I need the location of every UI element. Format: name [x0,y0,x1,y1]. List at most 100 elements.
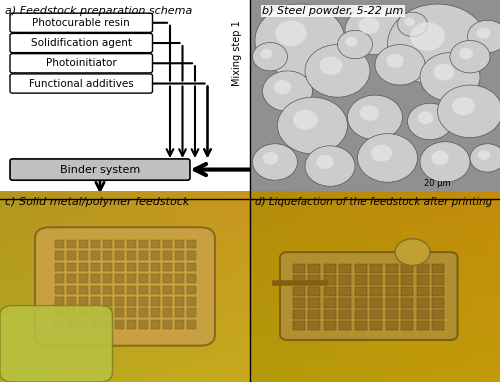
Bar [127,320,136,329]
Bar [401,264,413,273]
FancyBboxPatch shape [35,227,215,346]
Bar [292,287,304,296]
Circle shape [346,37,358,47]
Bar [127,309,136,317]
Bar [115,320,124,329]
Bar [370,287,382,296]
Bar [187,262,196,271]
Bar [55,297,64,306]
Circle shape [371,144,392,162]
Text: Mixing step 1: Mixing step 1 [232,20,242,86]
Bar [386,264,398,273]
Bar [175,262,184,271]
Bar [354,310,366,319]
Bar [139,309,148,317]
Bar [292,321,304,330]
Bar [91,297,100,306]
Bar [324,275,336,285]
Bar [91,262,100,271]
Bar [324,298,336,308]
Bar [127,240,136,248]
Bar [139,251,148,260]
Bar [91,240,100,248]
Bar [103,251,112,260]
Bar [386,298,398,308]
Bar [139,240,148,248]
Bar [151,274,160,283]
FancyBboxPatch shape [10,53,152,73]
Bar [127,262,136,271]
Bar [163,309,172,317]
Bar [163,274,172,283]
Bar [308,310,320,319]
Bar [79,251,88,260]
Circle shape [408,103,453,140]
Bar [401,298,413,308]
Text: d) Liquefaction of the feedstock after printing: d) Liquefaction of the feedstock after p… [255,197,492,207]
Bar [187,286,196,294]
Bar [151,309,160,317]
Circle shape [305,146,355,186]
Circle shape [262,152,278,165]
Circle shape [274,80,291,94]
Bar [416,298,428,308]
Circle shape [293,110,318,130]
Bar [127,297,136,306]
Text: 20 μm: 20 μm [424,179,451,188]
Bar [432,310,444,319]
Bar [416,275,428,285]
Circle shape [431,151,449,165]
Bar [339,287,351,296]
Bar [175,286,184,294]
Bar [115,309,124,317]
Bar [139,286,148,294]
Bar [103,320,112,329]
Circle shape [398,12,428,36]
Bar [386,310,398,319]
Circle shape [375,45,425,85]
Bar [127,274,136,283]
Text: a) Feedstock preparation schema: a) Feedstock preparation schema [5,6,192,16]
Circle shape [348,95,403,140]
Text: b) Steel powder, 5-22 μm: b) Steel powder, 5-22 μm [262,6,404,16]
Bar [115,240,124,248]
Bar [308,287,320,296]
Bar [55,251,64,260]
Bar [401,275,413,285]
Bar [115,274,124,283]
Bar [432,287,444,296]
Circle shape [305,45,370,97]
Bar [103,286,112,294]
Bar [416,310,428,319]
Bar [432,321,444,330]
Bar [67,320,76,329]
Bar [292,310,304,319]
Bar [79,297,88,306]
Bar [127,286,136,294]
Bar [79,274,88,283]
Circle shape [275,21,307,46]
Bar [370,310,382,319]
Bar [187,251,196,260]
Circle shape [434,63,454,81]
FancyBboxPatch shape [10,33,152,53]
Bar [416,321,428,330]
Bar [115,262,124,271]
Bar [175,240,184,248]
Circle shape [316,155,334,169]
Circle shape [395,239,430,265]
Bar [292,275,304,285]
Bar [187,274,196,283]
Bar [115,286,124,294]
Circle shape [459,48,473,59]
Bar [91,274,100,283]
Bar [354,287,366,296]
Bar [139,274,148,283]
Bar [187,309,196,317]
Bar [354,298,366,308]
Circle shape [358,17,380,34]
Bar [139,320,148,329]
Bar [163,297,172,306]
Bar [103,274,112,283]
Bar [91,320,100,329]
